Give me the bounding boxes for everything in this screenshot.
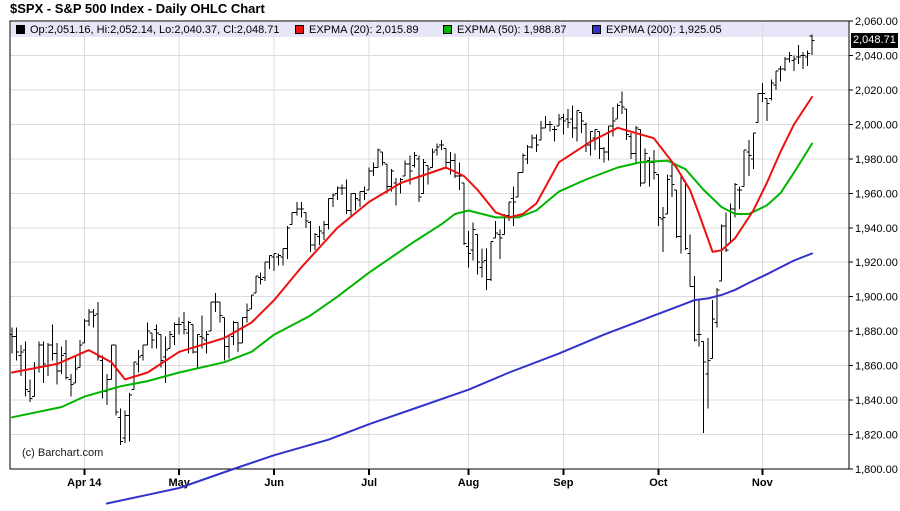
svg-text:1,840.00: 1,840.00 [855, 395, 898, 407]
svg-text:Aug: Aug [458, 477, 479, 489]
watermark: (c) Barchart.com [22, 447, 104, 459]
legend-band [11, 22, 848, 37]
chart-title: $SPX - S&P 500 Index - Daily OHLC Chart [10, 1, 265, 16]
ohlc-bars [9, 34, 815, 445]
svg-text:Oct: Oct [649, 477, 668, 489]
x-axis-labels: Apr 14 May Jun Jul Aug Sep Oct Nov [67, 477, 773, 489]
svg-text:1,940.00: 1,940.00 [855, 223, 898, 235]
ema200-swatch-icon [592, 25, 601, 34]
svg-text:2,040.00: 2,040.00 [855, 51, 898, 63]
svg-text:1,820.00: 1,820.00 [855, 430, 898, 442]
legend-ema200-text: EXPMA (200): 1,925.05 [606, 23, 722, 36]
gridlines [10, 21, 849, 469]
y-axis-labels: 2,060.00 2,040.00 2,020.00 2,000.00 1,980.00… [855, 16, 898, 476]
ema-line-200 [105, 252, 813, 505]
legend-item-ema50: EXPMA (50): 1,988.87 [443, 22, 566, 37]
legend-item-ohlc: Op:2,051.16, Hi:2,052.14, Lo:2,040.37, C… [16, 22, 280, 37]
svg-text:2,000.00: 2,000.00 [855, 119, 898, 131]
last-price-badge: 2,048.71 [851, 33, 898, 48]
svg-text:1,920.00: 1,920.00 [855, 257, 898, 269]
legend-item-ema20: EXPMA (20): 2,015.89 [295, 22, 418, 37]
legend-item-ema200: EXPMA (200): 1,925.05 [592, 22, 722, 37]
legend-ema20-text: EXPMA (20): 2,015.89 [309, 23, 419, 36]
svg-text:1,860.00: 1,860.00 [855, 361, 898, 373]
svg-text:Apr 14: Apr 14 [67, 477, 102, 489]
ohlc-swatch-icon [16, 25, 25, 34]
svg-text:Nov: Nov [752, 477, 774, 489]
legend-ema50-text: EXPMA (50): 1,988.87 [457, 23, 567, 36]
ema50-swatch-icon [443, 25, 452, 34]
svg-text:1,980.00: 1,980.00 [855, 154, 898, 166]
svg-text:Jun: Jun [264, 477, 284, 489]
svg-text:1,960.00: 1,960.00 [855, 188, 898, 200]
legend-ohlc-text: Op:2,051.16, Hi:2,052.14, Lo:2,040.37, C… [30, 23, 280, 36]
ema20-swatch-icon [295, 25, 304, 34]
plot-border [9, 20, 853, 475]
svg-text:2,020.00: 2,020.00 [855, 85, 898, 97]
svg-text:1,800.00: 1,800.00 [855, 464, 898, 476]
svg-text:2,060.00: 2,060.00 [855, 16, 898, 28]
svg-text:Sep: Sep [553, 477, 573, 489]
svg-text:Jul: Jul [361, 477, 377, 489]
ema-line-50 [11, 142, 813, 419]
svg-text:1,880.00: 1,880.00 [855, 326, 898, 338]
ema-line-20 [11, 96, 813, 381]
svg-text:1,900.00: 1,900.00 [855, 292, 898, 304]
